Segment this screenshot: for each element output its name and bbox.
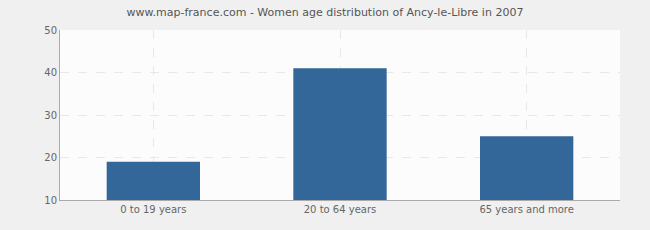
svg-text:www.map-france.com - Women age: www.map-france.com - Women age distribut…	[127, 6, 524, 19]
svg-text:65 years and more: 65 years and more	[479, 204, 574, 215]
svg-text:0 to 19 years: 0 to 19 years	[120, 204, 186, 215]
svg-text:10: 10	[44, 195, 57, 206]
svg-text:40: 40	[44, 67, 57, 78]
svg-text:50: 50	[44, 25, 57, 36]
svg-text:20 to 64 years: 20 to 64 years	[304, 204, 377, 215]
svg-text:20: 20	[44, 152, 57, 163]
svg-text:30: 30	[44, 110, 57, 121]
